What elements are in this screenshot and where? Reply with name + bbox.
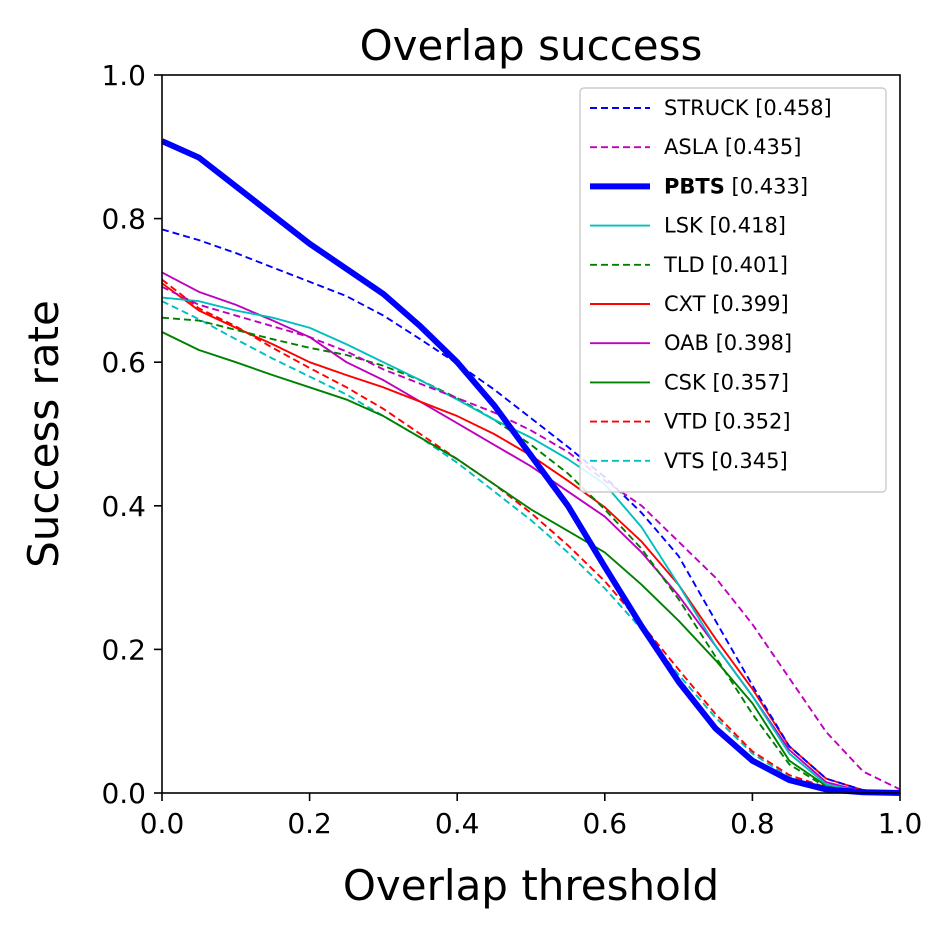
- series-line-lsk: [162, 296, 900, 794]
- legend-series-name: OAB: [664, 331, 709, 355]
- x-axis-label: Overlap threshold: [343, 861, 719, 910]
- x-tick-label: 1.0: [878, 807, 923, 840]
- x-tick-label: 0.8: [730, 807, 775, 840]
- y-axis-label: Success rate: [19, 300, 68, 568]
- x-tick-label: 0.6: [583, 807, 628, 840]
- legend-series-score: [0.345]: [705, 449, 788, 473]
- x-tick-label: 0.2: [287, 807, 332, 840]
- legend-series-name: PBTS: [664, 174, 725, 198]
- legend-series-name: LSK: [664, 214, 704, 238]
- y-tick-label: 0.6: [101, 346, 146, 379]
- series-line-tld: [162, 316, 900, 794]
- y-tick-label: 0.8: [101, 203, 146, 236]
- legend-label-tld: TLD [0.401]: [663, 253, 788, 277]
- legend-label-pbts: PBTS [0.433]: [664, 174, 808, 198]
- legend-label-csk: CSK [0.357]: [664, 370, 789, 394]
- legend-series-score: [0.433]: [725, 174, 808, 198]
- series-line-oab: [162, 271, 900, 794]
- legend-series-name: VTS: [664, 449, 705, 473]
- x-tick-label: 0.4: [435, 807, 480, 840]
- series-line-pbts: [162, 138, 900, 796]
- legend-label-vts: VTS [0.345]: [664, 449, 788, 473]
- legend-series-score: [0.418]: [703, 214, 786, 238]
- legend-series-score: [0.399]: [706, 292, 789, 316]
- chart-title: Overlap success: [360, 21, 703, 70]
- y-tick-label: 0.4: [101, 490, 146, 523]
- legend-series-score: [0.458]: [749, 96, 832, 120]
- legend-series-name: CSK: [664, 370, 707, 394]
- legend-label-lsk: LSK [0.418]: [664, 214, 786, 238]
- legend-series-score: [0.398]: [709, 331, 792, 355]
- legend-box: [579, 87, 887, 493]
- legend-series-score: [0.352]: [707, 410, 790, 434]
- series-lines: [162, 138, 900, 796]
- legend-label-asla: ASLA [0.435]: [664, 135, 801, 159]
- series-line-csk: [162, 331, 900, 794]
- legend-series-score: [0.357]: [706, 370, 789, 394]
- legend-series-name: STRUCK: [664, 96, 750, 120]
- y-tick-label: 0.2: [101, 633, 146, 666]
- legend-series-name: ASLA: [664, 135, 719, 159]
- legend-series-name: VTD: [664, 410, 707, 434]
- legend-label-cxt: CXT [0.399]: [664, 292, 789, 316]
- series-line-vts: [162, 300, 900, 794]
- legend: STRUCK [0.458] ASLA [0.435] PBTS [0.433] LS…: [579, 87, 887, 493]
- legend-label-struck: STRUCK [0.458]: [664, 96, 832, 120]
- series-line-struck: [162, 228, 900, 794]
- legend-series-name: TLD: [663, 253, 705, 277]
- series-line-vtd: [162, 278, 900, 794]
- legend-series-score: [0.401]: [705, 253, 788, 277]
- legend-label-oab: OAB [0.398]: [664, 331, 792, 355]
- x-tick-label: 0.0: [140, 807, 185, 840]
- y-tick-label: 0.0: [101, 777, 146, 810]
- plot-frame: [161, 74, 901, 794]
- y-tick-label: 1.0: [101, 59, 146, 92]
- series-line-asla: [162, 285, 900, 791]
- legend-label-vtd: VTD [0.352]: [664, 410, 791, 434]
- legend-series-score: [0.435]: [718, 135, 801, 159]
- legend-series-name: CXT: [664, 292, 706, 316]
